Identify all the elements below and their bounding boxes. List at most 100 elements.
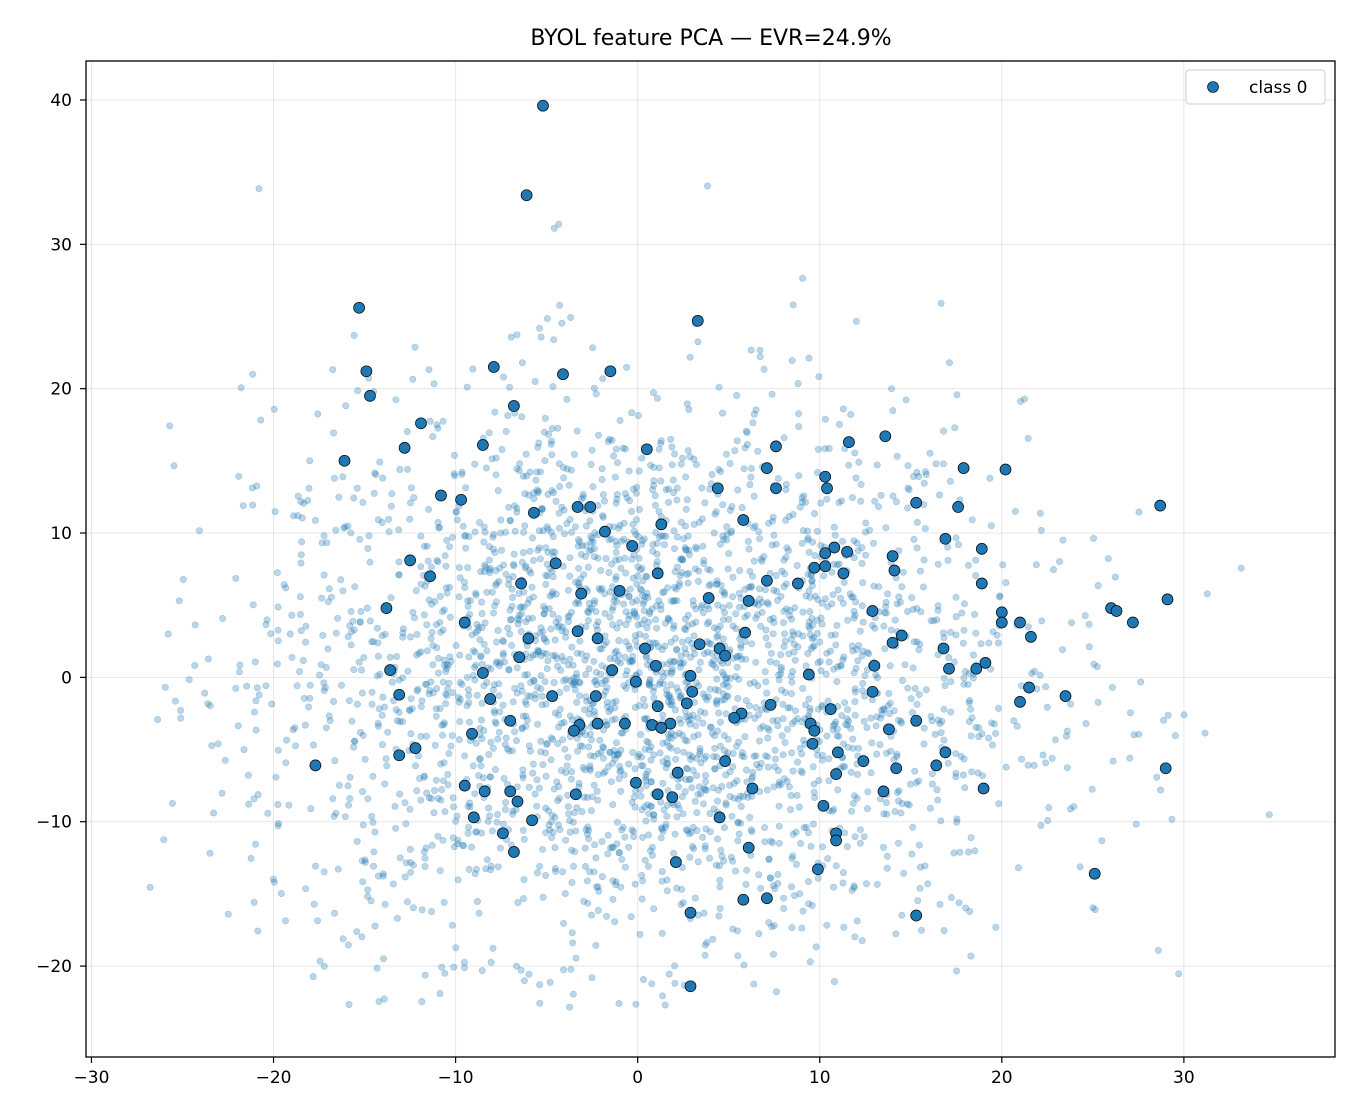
background-point (751, 714, 759, 722)
background-point (492, 720, 500, 728)
background-point (692, 605, 700, 613)
background-point (677, 652, 685, 660)
class-0-point (802, 668, 815, 681)
background-point (695, 682, 703, 690)
background-point (743, 866, 751, 874)
background-point (678, 731, 686, 739)
background-point (545, 605, 553, 613)
background-point (850, 607, 858, 615)
background-point (448, 533, 456, 541)
background-point (713, 696, 721, 704)
background-point (290, 512, 298, 520)
background-point (421, 854, 429, 862)
background-point (494, 735, 502, 743)
background-point (730, 794, 738, 802)
background-point (637, 792, 645, 800)
background-point (1032, 561, 1040, 569)
background-point (806, 958, 814, 966)
background-point (892, 498, 900, 506)
background-point (475, 518, 483, 526)
background-point (423, 621, 431, 629)
background-point (512, 737, 520, 745)
background-point (913, 518, 921, 526)
background-point (447, 657, 455, 665)
background-point (728, 503, 736, 511)
background-point (722, 692, 730, 700)
background-point (361, 755, 369, 763)
class-0-point (568, 724, 580, 737)
background-point (658, 992, 666, 1000)
background-point (809, 643, 817, 651)
background-point (384, 728, 392, 736)
background-point (371, 922, 379, 930)
background-point (356, 535, 364, 543)
background-point (555, 509, 563, 517)
background-point (754, 601, 762, 609)
background-point (359, 498, 367, 506)
background-point (1130, 731, 1138, 739)
background-point (224, 910, 232, 918)
background-point (660, 806, 668, 814)
background-point (471, 528, 479, 536)
background-point (780, 607, 788, 615)
background-point (684, 579, 692, 587)
background-point (346, 794, 354, 802)
background-point (472, 629, 480, 637)
background-point (519, 774, 527, 782)
background-point (483, 647, 491, 655)
background-point (640, 535, 648, 543)
background-point (663, 686, 671, 694)
background-point (699, 609, 707, 617)
background-point (232, 574, 240, 582)
background-point (381, 630, 389, 638)
background-point (748, 572, 756, 580)
background-point (360, 653, 368, 661)
background-point (247, 854, 255, 862)
background-point (839, 599, 847, 607)
background-point (853, 794, 861, 802)
class-0-point (424, 570, 436, 583)
background-point (668, 443, 676, 451)
background-point (818, 703, 826, 711)
background-point (218, 789, 226, 797)
background-point (775, 778, 783, 786)
background-point (584, 616, 592, 624)
background-point (746, 567, 754, 575)
background-point (749, 768, 757, 776)
background-point (642, 770, 650, 778)
background-point (646, 681, 654, 689)
background-point (375, 997, 383, 1005)
background-point (617, 746, 625, 754)
background-point (715, 912, 723, 920)
background-point (582, 670, 590, 678)
background-point (543, 560, 551, 568)
background-point (915, 646, 923, 654)
background-point (830, 978, 838, 986)
background-point (477, 762, 485, 770)
background-point (489, 545, 497, 553)
background-point (555, 460, 563, 468)
background-point (750, 410, 758, 418)
background-point (515, 589, 523, 597)
background-point (395, 708, 403, 716)
background-point (734, 952, 742, 960)
background-point (684, 447, 692, 455)
background-point (726, 792, 734, 800)
background-point (677, 518, 685, 526)
class-0-point (309, 759, 322, 772)
background-point (536, 981, 544, 989)
background-point (804, 649, 812, 657)
background-point (407, 695, 415, 703)
background-point (418, 906, 426, 914)
background-point (720, 747, 728, 755)
background-point (542, 650, 550, 658)
background-point (880, 810, 888, 818)
background-point (538, 701, 546, 709)
background-point (758, 705, 766, 713)
background-point (946, 477, 954, 485)
background-point (564, 586, 572, 594)
background-point (769, 950, 777, 958)
class-0-point (1014, 696, 1026, 708)
class-0-point (930, 759, 943, 772)
background-point (499, 373, 507, 381)
